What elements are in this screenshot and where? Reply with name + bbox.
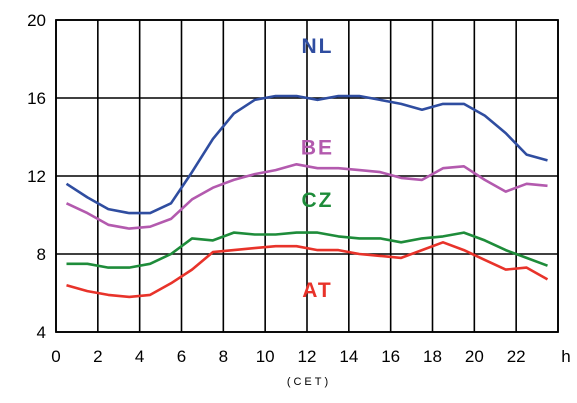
y-tick-label: 8 [37, 245, 46, 264]
x-axis-unit-label: h [561, 347, 570, 366]
x-tick-label: 14 [339, 347, 358, 366]
x-tick-label: 8 [219, 347, 228, 366]
y-tick-label: 4 [37, 323, 46, 342]
series-labels: NL BE CZ AT [301, 35, 334, 302]
series-lines [65, 94, 549, 299]
x-tick-label: 18 [423, 347, 442, 366]
series-label-at: AT [302, 279, 332, 302]
series-line-cz [66, 231, 548, 269]
x-tick-label: 22 [507, 347, 526, 366]
y-tick-label: 20 [27, 11, 46, 30]
x-tick-label: 0 [51, 347, 60, 366]
y-tick-label: 12 [27, 167, 46, 186]
x-tick-label: 20 [465, 347, 484, 366]
x-tick-label: 12 [298, 347, 317, 366]
series-label-be: BE [301, 137, 334, 160]
plot-frame [55, 19, 559, 333]
series-line-be [65, 163, 548, 230]
series-line-nl [65, 94, 548, 215]
x-tick-label: 2 [93, 347, 102, 366]
x-tick-label: 10 [256, 347, 275, 366]
series-line-at [66, 241, 549, 299]
y-axis-ticks: 4 8 12 16 20 [27, 11, 46, 342]
series-label-nl: NL [301, 35, 333, 58]
x-tick-label: 16 [381, 347, 400, 366]
series-label-cz: CZ [301, 189, 333, 212]
x-tick-label: 4 [135, 347, 144, 366]
y-tick-label: 16 [27, 89, 46, 108]
x-tick-label: 6 [177, 347, 186, 366]
x-axis-ticks: 0 2 4 6 8 10 12 14 16 18 20 22 [51, 347, 525, 366]
x-axis-label: (CET) [287, 376, 331, 388]
